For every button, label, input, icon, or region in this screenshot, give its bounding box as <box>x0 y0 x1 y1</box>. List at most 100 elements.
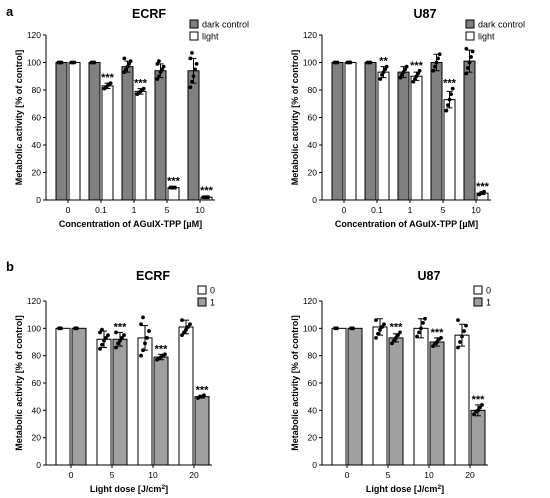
x-tick-label: 0 <box>345 470 350 480</box>
legend-label: dark control <box>478 20 525 30</box>
data-point <box>161 64 166 69</box>
significance-label: *** <box>443 78 457 90</box>
bar-dark-control-10 <box>463 60 476 201</box>
y-tick-label: 120 <box>303 296 317 306</box>
bar-1-0 <box>347 327 363 466</box>
data-point <box>382 322 386 327</box>
data-point <box>141 348 145 353</box>
data-point <box>383 67 387 72</box>
legend-swatch <box>473 285 483 295</box>
data-point <box>480 402 484 407</box>
legend-label: light <box>202 32 219 42</box>
bar-light-0 <box>68 62 81 201</box>
significance-label: *** <box>155 343 169 355</box>
data-point <box>415 334 419 339</box>
x-tick-label: 0 <box>342 205 347 215</box>
data-point <box>467 60 472 65</box>
data-point <box>437 52 442 57</box>
y-axis-label: Metabolic activity [% of control] <box>14 315 24 451</box>
x-tick-label: 1 <box>408 205 413 215</box>
legend-label: light <box>478 32 495 42</box>
chart-title: ECRF <box>132 7 166 21</box>
bar-0-0 <box>331 327 347 466</box>
significance-label: *** <box>101 72 115 84</box>
data-point <box>186 325 190 329</box>
data-point <box>180 333 184 338</box>
data-point <box>155 77 160 81</box>
y-axis-label: Metabolic activity [% of control] <box>14 50 24 186</box>
y-tick-label: 40 <box>308 405 318 415</box>
y-tick-label: 100 <box>303 58 317 68</box>
x-tick-label: 5 <box>110 470 115 480</box>
bar-1-5 <box>388 337 404 466</box>
y-tick-label: 20 <box>32 433 42 443</box>
significance-label: *** <box>167 175 181 187</box>
data-point <box>122 70 127 75</box>
data-point <box>411 79 416 84</box>
x-axis-label: Concentration of AGuIX-TPP [µM] <box>59 219 202 229</box>
bar-0-10 <box>413 327 429 466</box>
bar-0-5 <box>96 338 112 466</box>
data-point <box>188 85 193 90</box>
y-tick-label: 60 <box>32 113 42 123</box>
legend-label: 0 <box>210 286 215 296</box>
bar-light-0 <box>344 62 357 201</box>
data-point <box>190 79 194 84</box>
y-tick-label: 120 <box>27 30 41 40</box>
significance-label: *** <box>476 181 490 193</box>
data-point <box>124 67 128 72</box>
data-point <box>439 336 443 340</box>
y-tick-label: 0 <box>312 195 317 205</box>
legend-label: 0 <box>486 286 491 296</box>
data-point <box>476 408 480 413</box>
legend-swatch <box>197 285 207 295</box>
x-axis-label: Concentration of AGuIX-TPP [µM] <box>335 219 478 229</box>
data-point <box>335 326 339 331</box>
bar-dark-control-0 <box>55 62 68 201</box>
bar-light-0.1 <box>377 71 390 201</box>
x-tick-label: 0.1 <box>95 205 107 215</box>
x-tick-label: 10 <box>195 205 205 215</box>
x-tick-label: 20 <box>465 470 475 480</box>
bar-1-10 <box>429 341 445 466</box>
x-tick-label: 10 <box>424 470 434 480</box>
data-point <box>351 326 355 331</box>
y-tick-label: 80 <box>32 85 42 95</box>
data-point <box>416 71 420 76</box>
legend-swatch <box>473 297 483 307</box>
bar-1-5 <box>112 338 128 466</box>
data-point <box>478 405 482 410</box>
data-point <box>378 327 382 332</box>
data-point <box>398 330 402 335</box>
significance-label: ** <box>379 56 388 68</box>
significance-label: *** <box>390 321 404 333</box>
y-tick-label: 100 <box>303 323 317 333</box>
data-point <box>108 81 113 86</box>
data-point <box>384 64 389 69</box>
bar-dark-control-1 <box>121 66 134 201</box>
data-point <box>421 320 425 325</box>
data-point <box>469 55 473 59</box>
legend-label: 1 <box>210 298 215 308</box>
chart-title: U87 <box>418 269 441 283</box>
y-tick-label: 80 <box>308 85 318 95</box>
data-point <box>191 74 196 79</box>
y-tick-label: 100 <box>27 58 41 68</box>
data-point <box>98 330 102 335</box>
data-point <box>158 70 163 75</box>
data-point <box>378 77 383 81</box>
data-point <box>104 336 108 340</box>
data-point <box>435 340 439 344</box>
data-point <box>400 72 404 77</box>
bar-dark-control-0.1 <box>364 62 377 201</box>
y-tick-label: 80 <box>308 351 318 361</box>
bar-dark-control-1 <box>397 71 410 201</box>
y-tick-label: 40 <box>308 140 318 150</box>
data-point <box>120 336 124 340</box>
data-point <box>417 330 421 335</box>
y-tick-label: 0 <box>36 195 41 205</box>
y-tick-label: 120 <box>27 296 41 306</box>
data-point <box>401 70 406 75</box>
